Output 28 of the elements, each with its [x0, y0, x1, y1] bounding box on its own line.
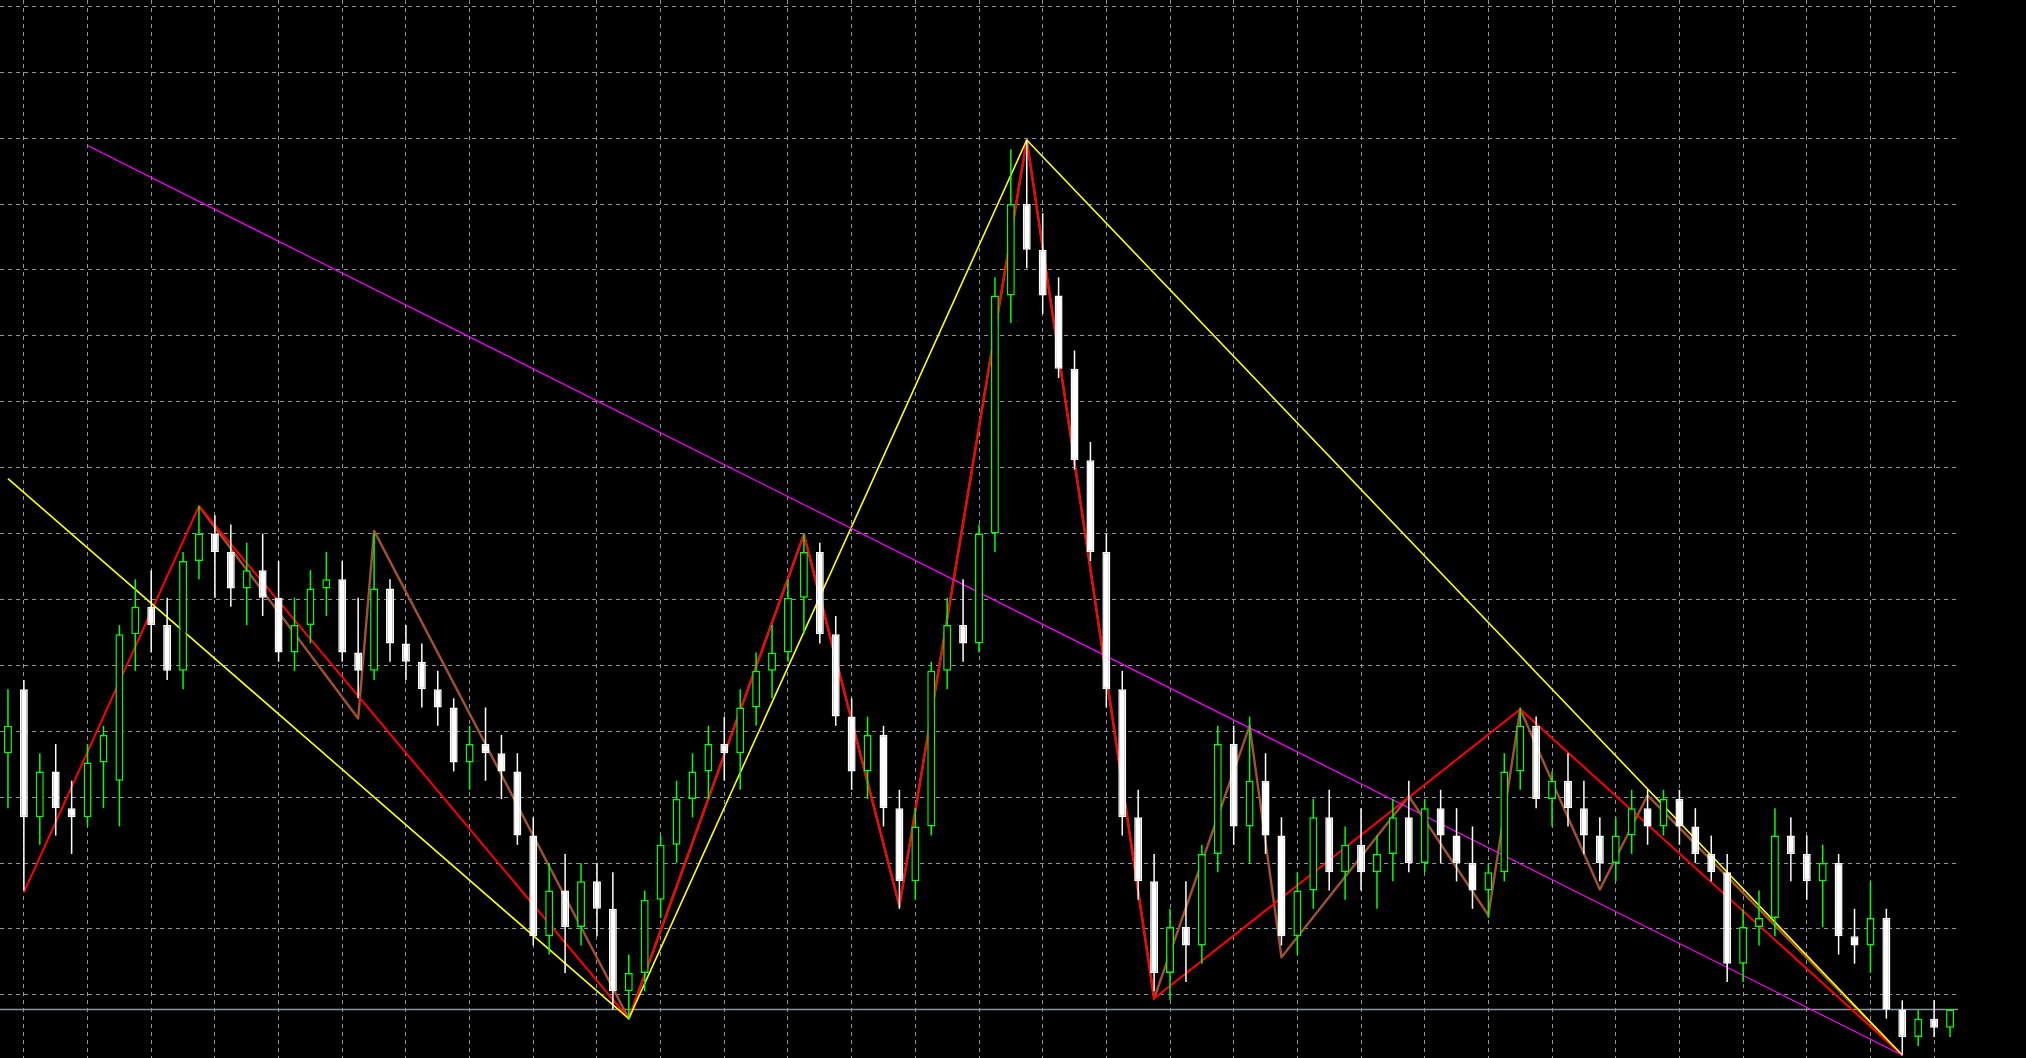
- candlestick: [959, 578, 968, 663]
- candlestick: [624, 953, 633, 1020]
- candlestick: [354, 596, 363, 700]
- candlestick: [1930, 999, 1939, 1038]
- candlestick: [1946, 1008, 1955, 1038]
- candlestick: [322, 551, 331, 617]
- candlestick: [1818, 844, 1827, 928]
- candlestick: [1548, 770, 1557, 828]
- candlestick: [481, 706, 490, 782]
- candlestick: [67, 779, 76, 855]
- candlestick: [1181, 880, 1190, 983]
- candlestick: [433, 670, 442, 727]
- candlestick: [1755, 889, 1763, 947]
- candlestick: [1372, 834, 1381, 910]
- candlestick: [1850, 908, 1859, 965]
- candlestick: [465, 725, 474, 791]
- candlestick: [401, 624, 410, 681]
- candlestick: [1707, 834, 1716, 883]
- candlestick: [1643, 789, 1652, 846]
- candlestick: [1484, 862, 1493, 919]
- candlestick: [210, 514, 219, 599]
- candlestick: [497, 734, 506, 800]
- candlestick: [1914, 1008, 1923, 1047]
- candlestick: [720, 715, 729, 782]
- candlestick: [1786, 816, 1795, 883]
- candlestick: [768, 624, 777, 700]
- candlestick: [242, 541, 251, 626]
- candlestick: [147, 569, 156, 654]
